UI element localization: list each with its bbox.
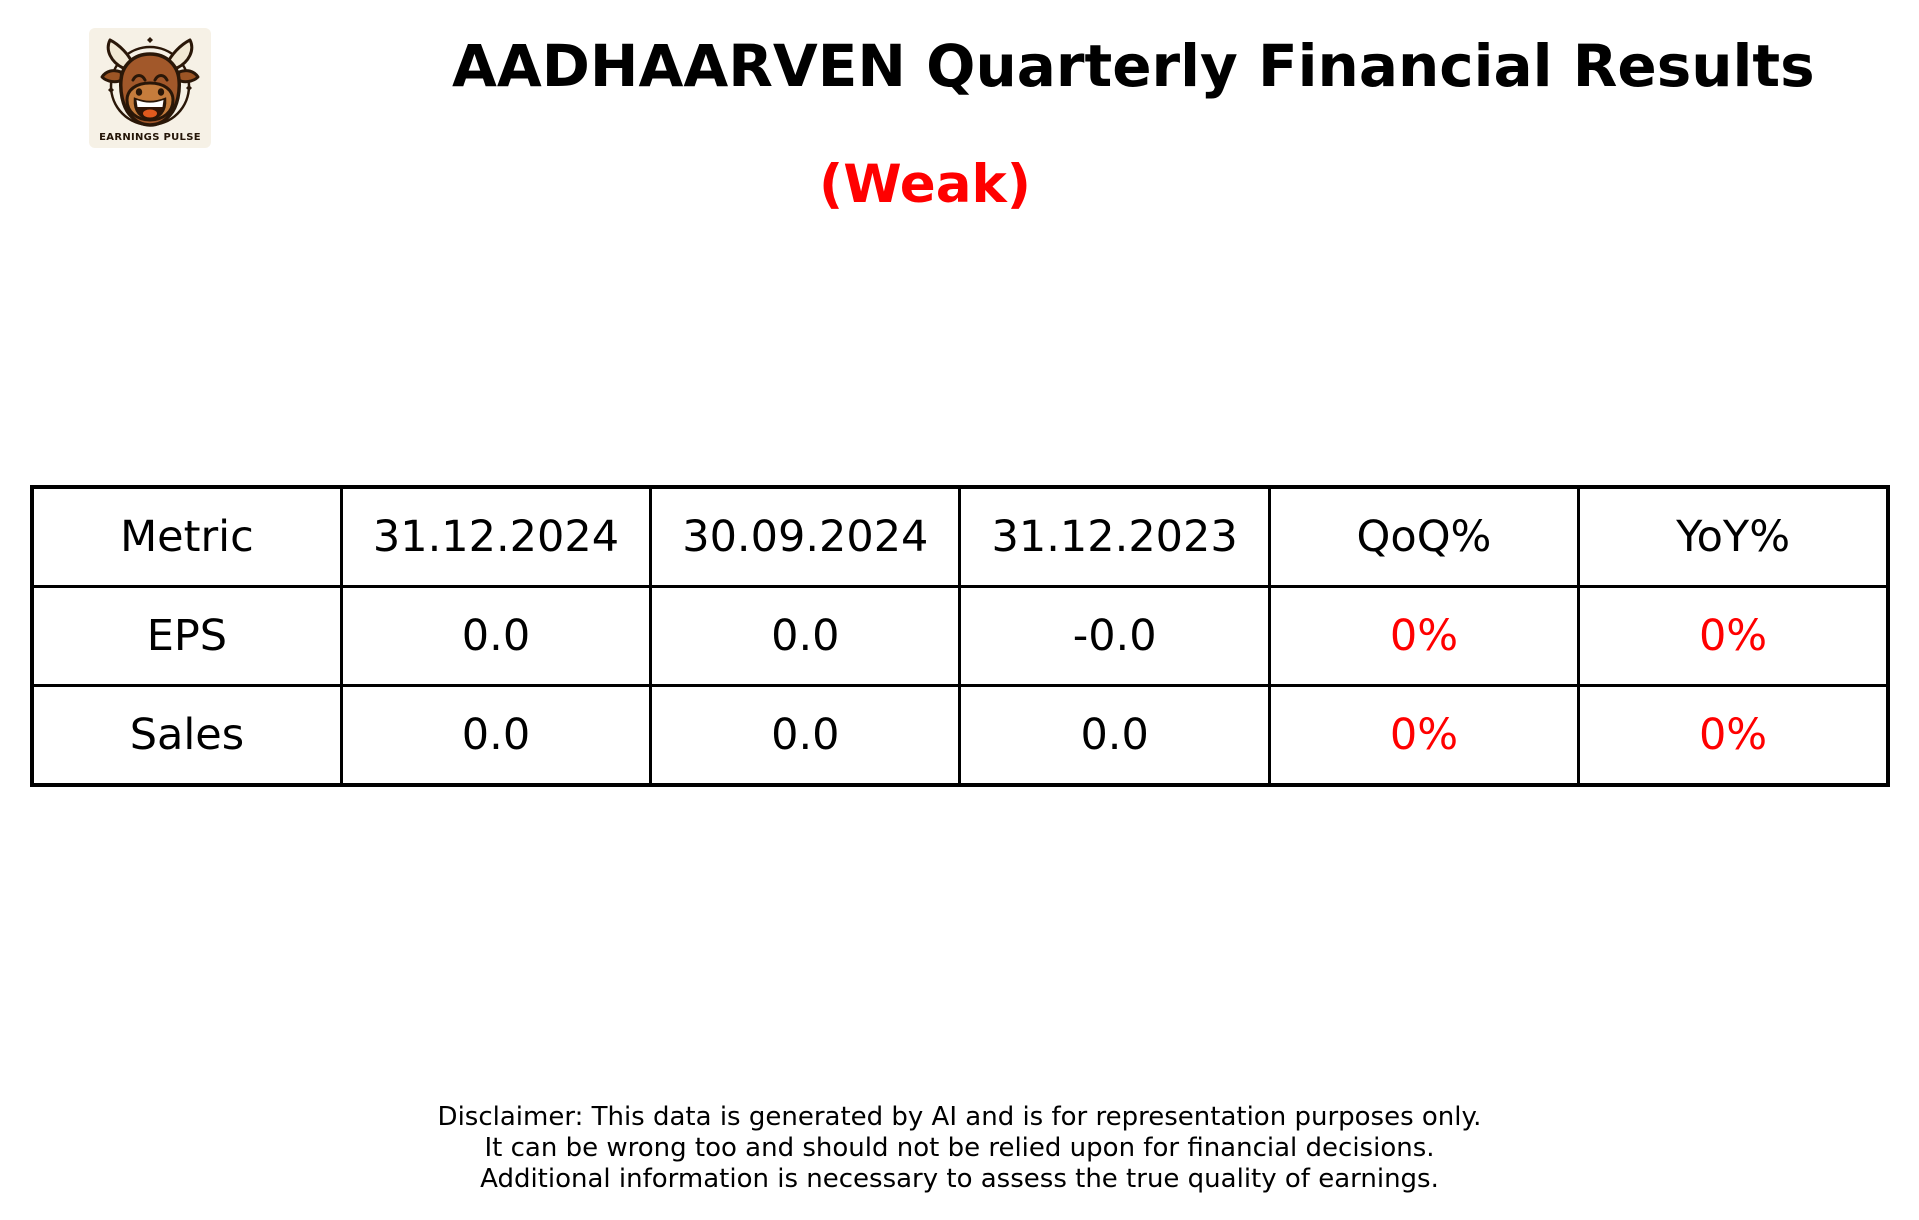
cell-value: 0.0 [339,684,653,787]
col-header-q-current: 31.12.2024 [339,485,653,588]
verdict-label: (Weak) [819,153,1031,215]
table-row-sales: Sales 0.0 0.0 0.0 0% 0% [30,684,1890,787]
earnings-pulse-logo: EARNINGS PULSE [89,28,211,148]
disclaimer-line: It can be wrong too and should not be re… [484,1133,1435,1163]
col-header-qoq: QoQ% [1267,485,1581,588]
disclaimer: Disclaimer: This data is generated by AI… [0,1102,1919,1195]
cell-metric: Sales [30,684,343,787]
cell-qoq-pct: 0% [1267,684,1581,787]
col-header-metric: Metric [30,485,343,588]
cell-metric: EPS [30,585,343,687]
cell-yoy-pct: 0% [1577,585,1890,687]
table-header-row: Metric 31.12.2024 30.09.2024 31.12.2023 … [30,485,1890,588]
cell-value: 0.0 [958,684,1271,787]
logo-brand-text: EARNINGS PULSE [99,132,201,143]
cell-value: 0.0 [339,585,653,687]
cell-value: 0.0 [649,684,962,787]
cell-qoq-pct: 0% [1267,585,1581,687]
cell-value: 0.0 [649,585,962,687]
disclaimer-line: Additional information is necessary to a… [480,1164,1439,1194]
table-row-eps: EPS 0.0 0.0 -0.0 0% 0% [30,585,1890,687]
cell-value: -0.0 [958,585,1271,687]
col-header-yoy: YoY% [1577,485,1890,588]
bull-icon: EARNINGS PULSE [89,28,211,148]
page-title: AADHAARVEN Quarterly Financial Results [452,32,1815,100]
col-header-q-previous: 30.09.2024 [649,485,962,588]
disclaimer-line: Disclaimer: This data is generated by AI… [437,1102,1482,1132]
results-table: Metric 31.12.2024 30.09.2024 31.12.2023 … [30,485,1890,787]
col-header-q-yearago: 31.12.2023 [958,485,1271,588]
cell-yoy-pct: 0% [1577,684,1890,787]
